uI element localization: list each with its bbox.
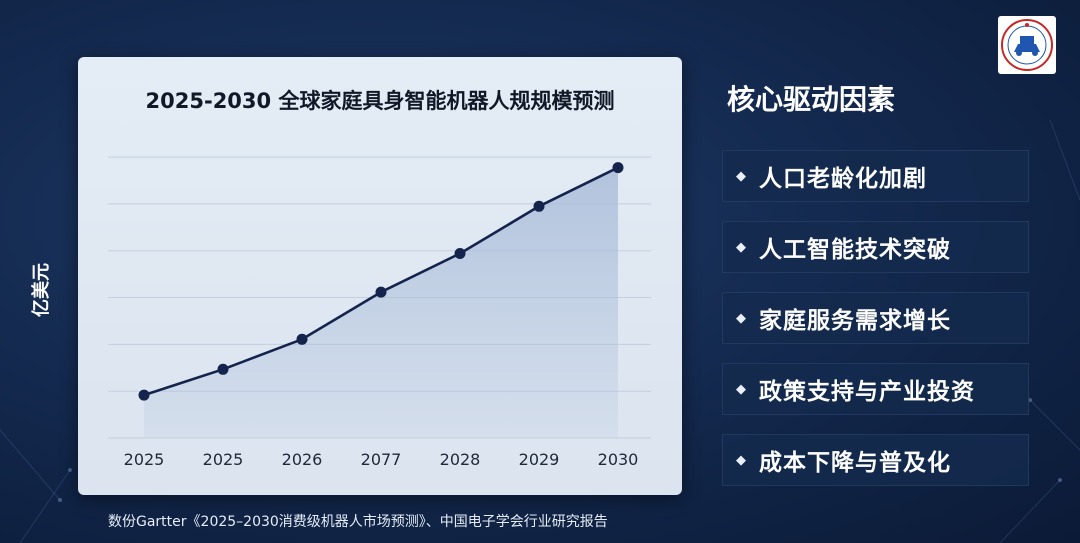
- driver-item: ◆ 成本下降与普及化: [722, 434, 1029, 486]
- x-tick-label: 2026: [282, 450, 323, 469]
- data-point: [138, 389, 150, 401]
- driver-item: ◆ 人口老龄化加剧: [722, 150, 1029, 202]
- data-point: [454, 248, 466, 259]
- diamond-bullet-icon: ◆: [736, 452, 746, 468]
- data-point: [375, 286, 387, 298]
- data-point: [296, 333, 308, 345]
- x-tick-label: 2077: [361, 450, 402, 469]
- source-note: 数份Gartter《2025–2030消费级机器人市场预测》、中国电子学会行业研…: [108, 514, 608, 530]
- x-tick-label: 2025: [124, 450, 165, 469]
- logo-emblem-icon: [1001, 19, 1053, 71]
- x-tick-label: 2030: [598, 450, 639, 469]
- diamond-bullet-icon: ◆: [736, 381, 746, 397]
- x-tick-label: 2025: [203, 450, 244, 469]
- diamond-bullet-icon: ◆: [736, 168, 746, 184]
- line-chart: 2025 2025 2026 2077 2028 2029 2030: [108, 156, 651, 469]
- driver-item: ◆ 政策支持与产业投资: [722, 363, 1029, 415]
- data-point: [612, 162, 624, 174]
- data-point: [217, 363, 229, 375]
- diamond-bullet-icon: ◆: [736, 310, 746, 326]
- driver-item: ◆ 家庭服务需求增长: [722, 292, 1029, 344]
- data-point: [533, 200, 545, 212]
- driver-label: 政策支持与产业投资: [759, 379, 975, 405]
- x-tick-label: 2029: [519, 450, 560, 469]
- drivers-title: 核心驱动因素: [727, 83, 896, 116]
- chart-title: 2025-2030 全球家庭具身智能机器人规规模预测: [145, 89, 615, 113]
- driver-label: 人工智能技术突破: [759, 237, 951, 263]
- y-axis-label: 亿美元: [31, 263, 52, 317]
- logo: [998, 16, 1056, 74]
- driver-label: 人口老龄化加剧: [759, 166, 927, 192]
- driver-label: 成本下降与普及化: [759, 450, 951, 476]
- series-area: [144, 167, 618, 438]
- driver-label: 家庭服务需求增长: [759, 308, 951, 334]
- diamond-bullet-icon: ◆: [736, 239, 746, 255]
- x-tick-label: 2028: [440, 450, 481, 469]
- driver-item: ◆ 人工智能技术突破: [722, 221, 1029, 273]
